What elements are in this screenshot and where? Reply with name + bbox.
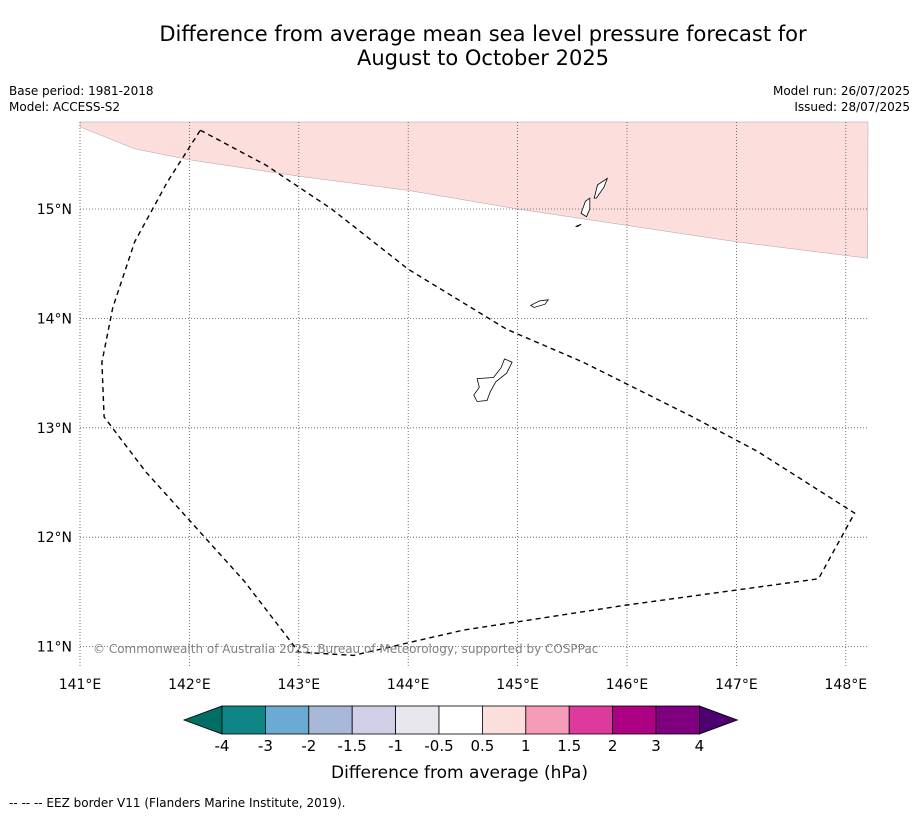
lon-tick-label: 141°E [59,677,102,693]
lon-tick-label: 145°E [496,677,539,693]
colorbar-tick-label: 4 [695,737,705,755]
axis-labels: 141°E 142°E 143°E 144°E 145°E 146°E 147°E 148°E… [37,202,867,693]
title-line-1: Difference from average mean sea level p… [159,22,807,46]
colorbar-tick-label: -0.5 [424,737,453,755]
lon-tick-label: 144°E [387,677,430,693]
title-line-2: August to October 2025 [356,46,610,70]
coastlines [473,177,609,402]
colorbar-ticks: -4 -3 -2 -1.5 -1 -0.5 0.5 1 1.5 2 3 4 [215,737,705,755]
lat-tick-label: 11°N [37,640,72,656]
colorbar-tick-label: 1.5 [557,737,581,755]
lon-tick-label: 146°E [606,677,649,693]
island-tinian [580,197,591,218]
lon-tick-label: 143°E [278,677,321,693]
meta-left: Base period: 1981-2018 Model: ACCESS-S2 [9,83,154,115]
colorbar-box [351,705,397,735]
map: 141°E 142°E 143°E 144°E 145°E 146°E 147°E 148°E… [37,121,869,693]
eez-border-layer [101,129,856,657]
colorbar-box [264,705,310,735]
colorbar-box [568,705,614,735]
colorbar-tick-label: -1 [388,737,403,755]
colorbar-box [525,705,570,735]
issued-date: Issued: 28/07/2025 [794,100,910,114]
island-saipan [593,177,609,199]
anomaly-fill-layer [79,121,869,259]
graticule [79,122,868,667]
colorbar-tick-label: -3 [258,737,273,755]
model-name: Model: ACCESS-S2 [9,100,121,114]
base-period: Base period: 1981-2018 [9,84,154,98]
colorbar: -4 -3 -2 -1.5 -1 -0.5 0.5 1 1.5 2 3 4 Difference fr… [182,705,739,783]
colorbar-tick-label: -1.5 [338,737,367,755]
colorbar-tick-label: -4 [215,737,230,755]
colorbar-boxes [182,705,739,735]
lon-tick-label: 142°E [168,677,211,693]
eez-border [101,129,856,657]
meta-right: Model run: 26/07/2025 Issued: 28/07/2025 [773,83,910,115]
colorbar-box [395,705,440,735]
chart-title: Difference from average mean sea level p… [0,22,919,70]
colorbar-tick-label: 2 [608,737,618,755]
colorbar-tick-label: -2 [301,737,316,755]
island-aguijan [575,223,582,227]
lat-tick-label: 13°N [37,421,72,437]
colorbar-box [221,705,266,735]
lat-tick-label: 14°N [37,311,72,327]
colorbar-box [308,705,353,735]
colorbar-box [612,705,657,735]
colorbar-over-arrow [699,705,739,735]
island-guam [473,358,513,402]
copyright-text: © Commonwealth of Australia 2025, Bureau… [93,642,598,656]
colorbar-box [655,705,700,735]
lon-tick-label: 147°E [715,677,758,693]
colorbar-tick-label: 3 [651,737,661,755]
lat-tick-label: 15°N [37,202,72,218]
eez-footnote: -- -- -- EEZ border V11 (Flanders Marine… [9,796,346,810]
colorbar-box [438,705,483,735]
colorbar-under-arrow [182,705,223,735]
colorbar-tick-label: 0.5 [470,737,494,755]
colorbar-label: Difference from average (hPa) [331,763,588,783]
model-run: Model run: 26/07/2025 [772,84,910,98]
anomaly-region [79,121,869,259]
colorbar-box [481,705,527,735]
lat-tick-label: 12°N [37,530,72,546]
island-rota [529,299,550,308]
colorbar-tick-label: 1 [521,737,531,755]
lon-tick-label: 148°E [825,677,868,693]
